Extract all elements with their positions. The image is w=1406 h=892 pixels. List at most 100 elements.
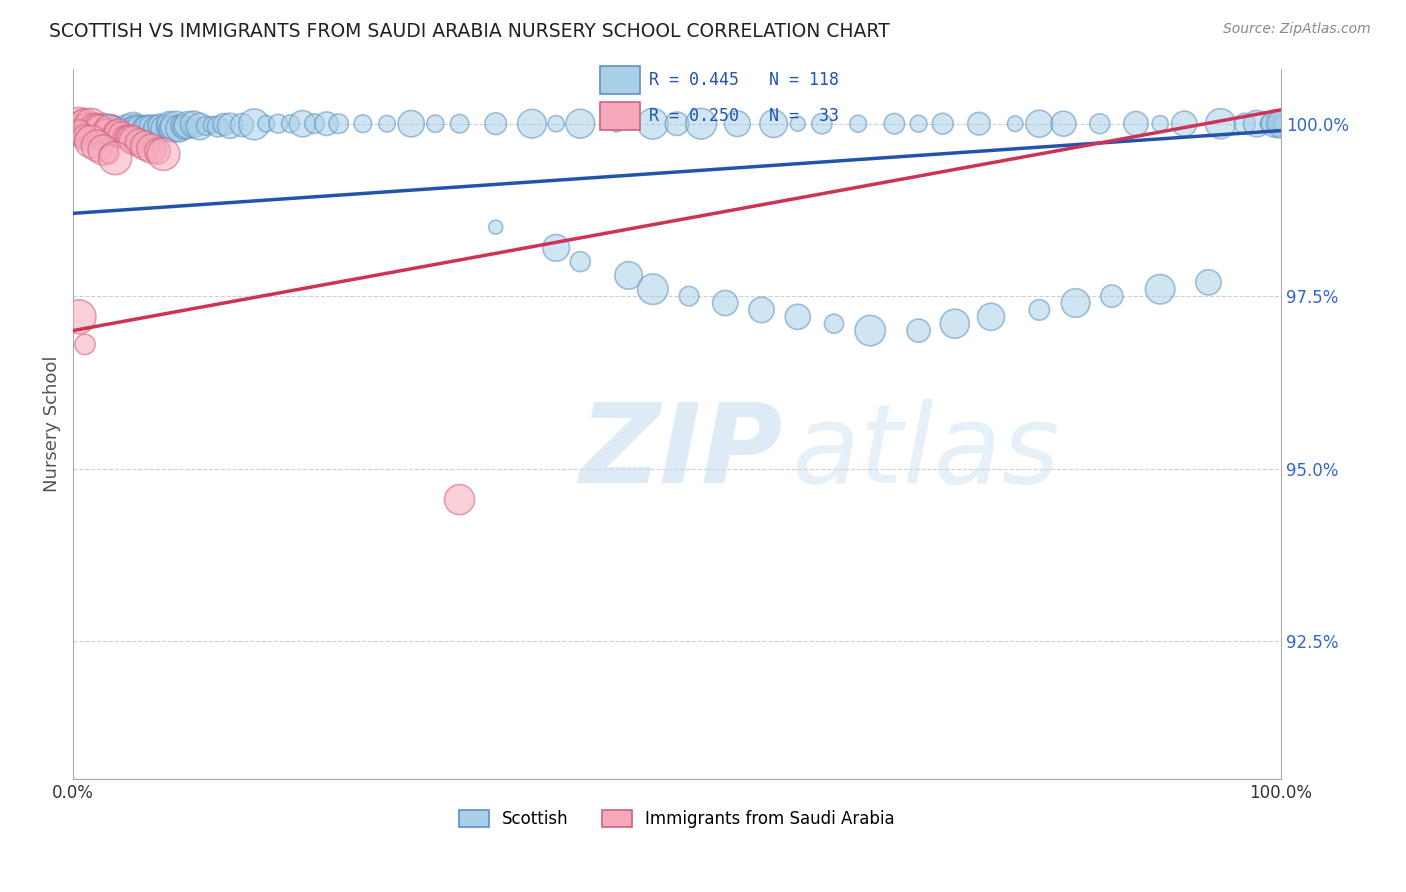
Point	[67, 125, 90, 139]
Point	[678, 289, 700, 303]
Point	[120, 125, 142, 139]
Point	[231, 118, 253, 132]
Point	[146, 145, 169, 159]
Bar	[600, 66, 640, 95]
Point	[1052, 117, 1074, 131]
Point	[352, 117, 374, 131]
Point	[569, 117, 592, 131]
Point	[943, 317, 966, 331]
Point	[176, 118, 198, 132]
Point	[86, 120, 108, 134]
Point	[72, 127, 94, 141]
Point	[243, 117, 266, 131]
Point	[146, 120, 169, 134]
Point	[1101, 289, 1123, 303]
Point	[112, 126, 135, 140]
Point	[110, 128, 132, 142]
Point	[134, 118, 156, 132]
Point	[304, 117, 326, 131]
Point	[104, 124, 127, 138]
Point	[188, 120, 211, 134]
Point	[104, 125, 127, 139]
Point	[98, 122, 121, 136]
Point	[811, 117, 834, 131]
Point	[1004, 117, 1026, 131]
Point	[907, 324, 929, 338]
Point	[128, 136, 150, 150]
Point	[254, 117, 277, 131]
Point	[606, 117, 628, 131]
Y-axis label: Nursery School: Nursery School	[44, 356, 60, 492]
Point	[89, 122, 111, 136]
Point	[1064, 296, 1087, 310]
Point	[149, 119, 172, 133]
Point	[315, 117, 337, 131]
Text: ZIP: ZIP	[581, 399, 783, 506]
Point	[136, 123, 159, 137]
Point	[1149, 117, 1171, 131]
Point	[449, 117, 471, 131]
Point	[569, 254, 592, 268]
Point	[104, 151, 127, 165]
Point	[967, 117, 990, 131]
Point	[167, 121, 190, 136]
Point	[132, 126, 155, 140]
Point	[425, 117, 447, 131]
Point	[546, 241, 568, 255]
Point	[134, 138, 156, 153]
Point	[98, 126, 121, 140]
Point	[141, 120, 163, 135]
Point	[112, 129, 135, 144]
Point	[156, 123, 179, 137]
Point	[117, 130, 139, 145]
Point	[1209, 117, 1232, 131]
Text: SCOTTISH VS IMMIGRANTS FROM SAUDI ARABIA NURSERY SCHOOL CORRELATION CHART: SCOTTISH VS IMMIGRANTS FROM SAUDI ARABIA…	[49, 22, 890, 41]
Point	[76, 120, 98, 134]
Point	[786, 310, 808, 324]
Point	[665, 117, 688, 131]
Point	[108, 126, 131, 140]
Point	[86, 138, 108, 153]
Point	[76, 125, 98, 139]
Point	[96, 123, 118, 137]
Point	[1233, 117, 1256, 131]
Point	[183, 117, 205, 131]
Point	[91, 120, 114, 135]
Point	[120, 132, 142, 146]
Point	[1149, 282, 1171, 296]
Point	[449, 492, 471, 507]
Point	[146, 122, 169, 136]
Point	[520, 117, 543, 131]
Point	[1270, 117, 1292, 131]
Point	[690, 117, 713, 131]
Point	[91, 121, 114, 136]
Point	[714, 296, 737, 310]
Point	[1088, 117, 1111, 131]
Point	[546, 117, 568, 131]
Point	[134, 121, 156, 136]
Point	[86, 123, 108, 137]
Point	[67, 310, 90, 324]
Point	[194, 119, 217, 133]
Point	[159, 120, 181, 135]
Point	[1264, 117, 1286, 131]
Point	[201, 118, 224, 132]
Point	[80, 118, 103, 132]
Point	[762, 117, 785, 131]
Point	[641, 282, 664, 296]
Point	[1270, 117, 1292, 131]
Point	[110, 120, 132, 134]
Point	[108, 128, 131, 142]
Point	[219, 119, 242, 133]
Point	[141, 142, 163, 156]
Text: atlas: atlas	[792, 399, 1060, 506]
Point	[980, 310, 1002, 324]
Point	[152, 121, 174, 136]
Point	[73, 337, 96, 351]
Legend: Scottish, Immigrants from Saudi Arabia: Scottish, Immigrants from Saudi Arabia	[453, 803, 901, 835]
Text: R = 0.250   N =  33: R = 0.250 N = 33	[650, 107, 839, 125]
Point	[1270, 117, 1292, 131]
Point	[125, 120, 148, 134]
Point	[170, 119, 193, 133]
Point	[617, 268, 640, 283]
